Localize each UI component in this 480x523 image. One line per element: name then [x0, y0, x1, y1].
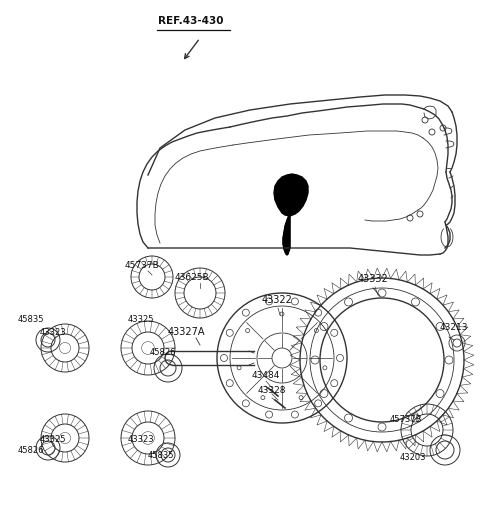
Text: 43625B: 43625B — [175, 273, 210, 282]
Polygon shape — [274, 174, 308, 216]
Text: 43323: 43323 — [40, 328, 67, 337]
Text: 43203: 43203 — [400, 453, 427, 462]
Text: 45737B: 45737B — [390, 415, 422, 424]
Text: 43328: 43328 — [258, 386, 287, 395]
Text: 43325: 43325 — [128, 315, 155, 324]
Text: 43323: 43323 — [128, 435, 155, 444]
Text: 43332: 43332 — [358, 274, 389, 284]
Text: 45835: 45835 — [18, 315, 45, 324]
Text: 43484: 43484 — [252, 371, 280, 380]
Text: 43327A: 43327A — [168, 327, 205, 337]
Text: 45737B: 45737B — [125, 261, 160, 270]
Text: 45826: 45826 — [18, 446, 45, 455]
Text: 43322: 43322 — [262, 295, 293, 305]
Text: REF.43-430: REF.43-430 — [158, 16, 224, 26]
Text: 45835: 45835 — [148, 451, 175, 460]
Text: 43325: 43325 — [40, 435, 67, 444]
Polygon shape — [283, 215, 290, 255]
Text: 43213: 43213 — [440, 323, 468, 332]
Text: 45826: 45826 — [150, 348, 177, 357]
